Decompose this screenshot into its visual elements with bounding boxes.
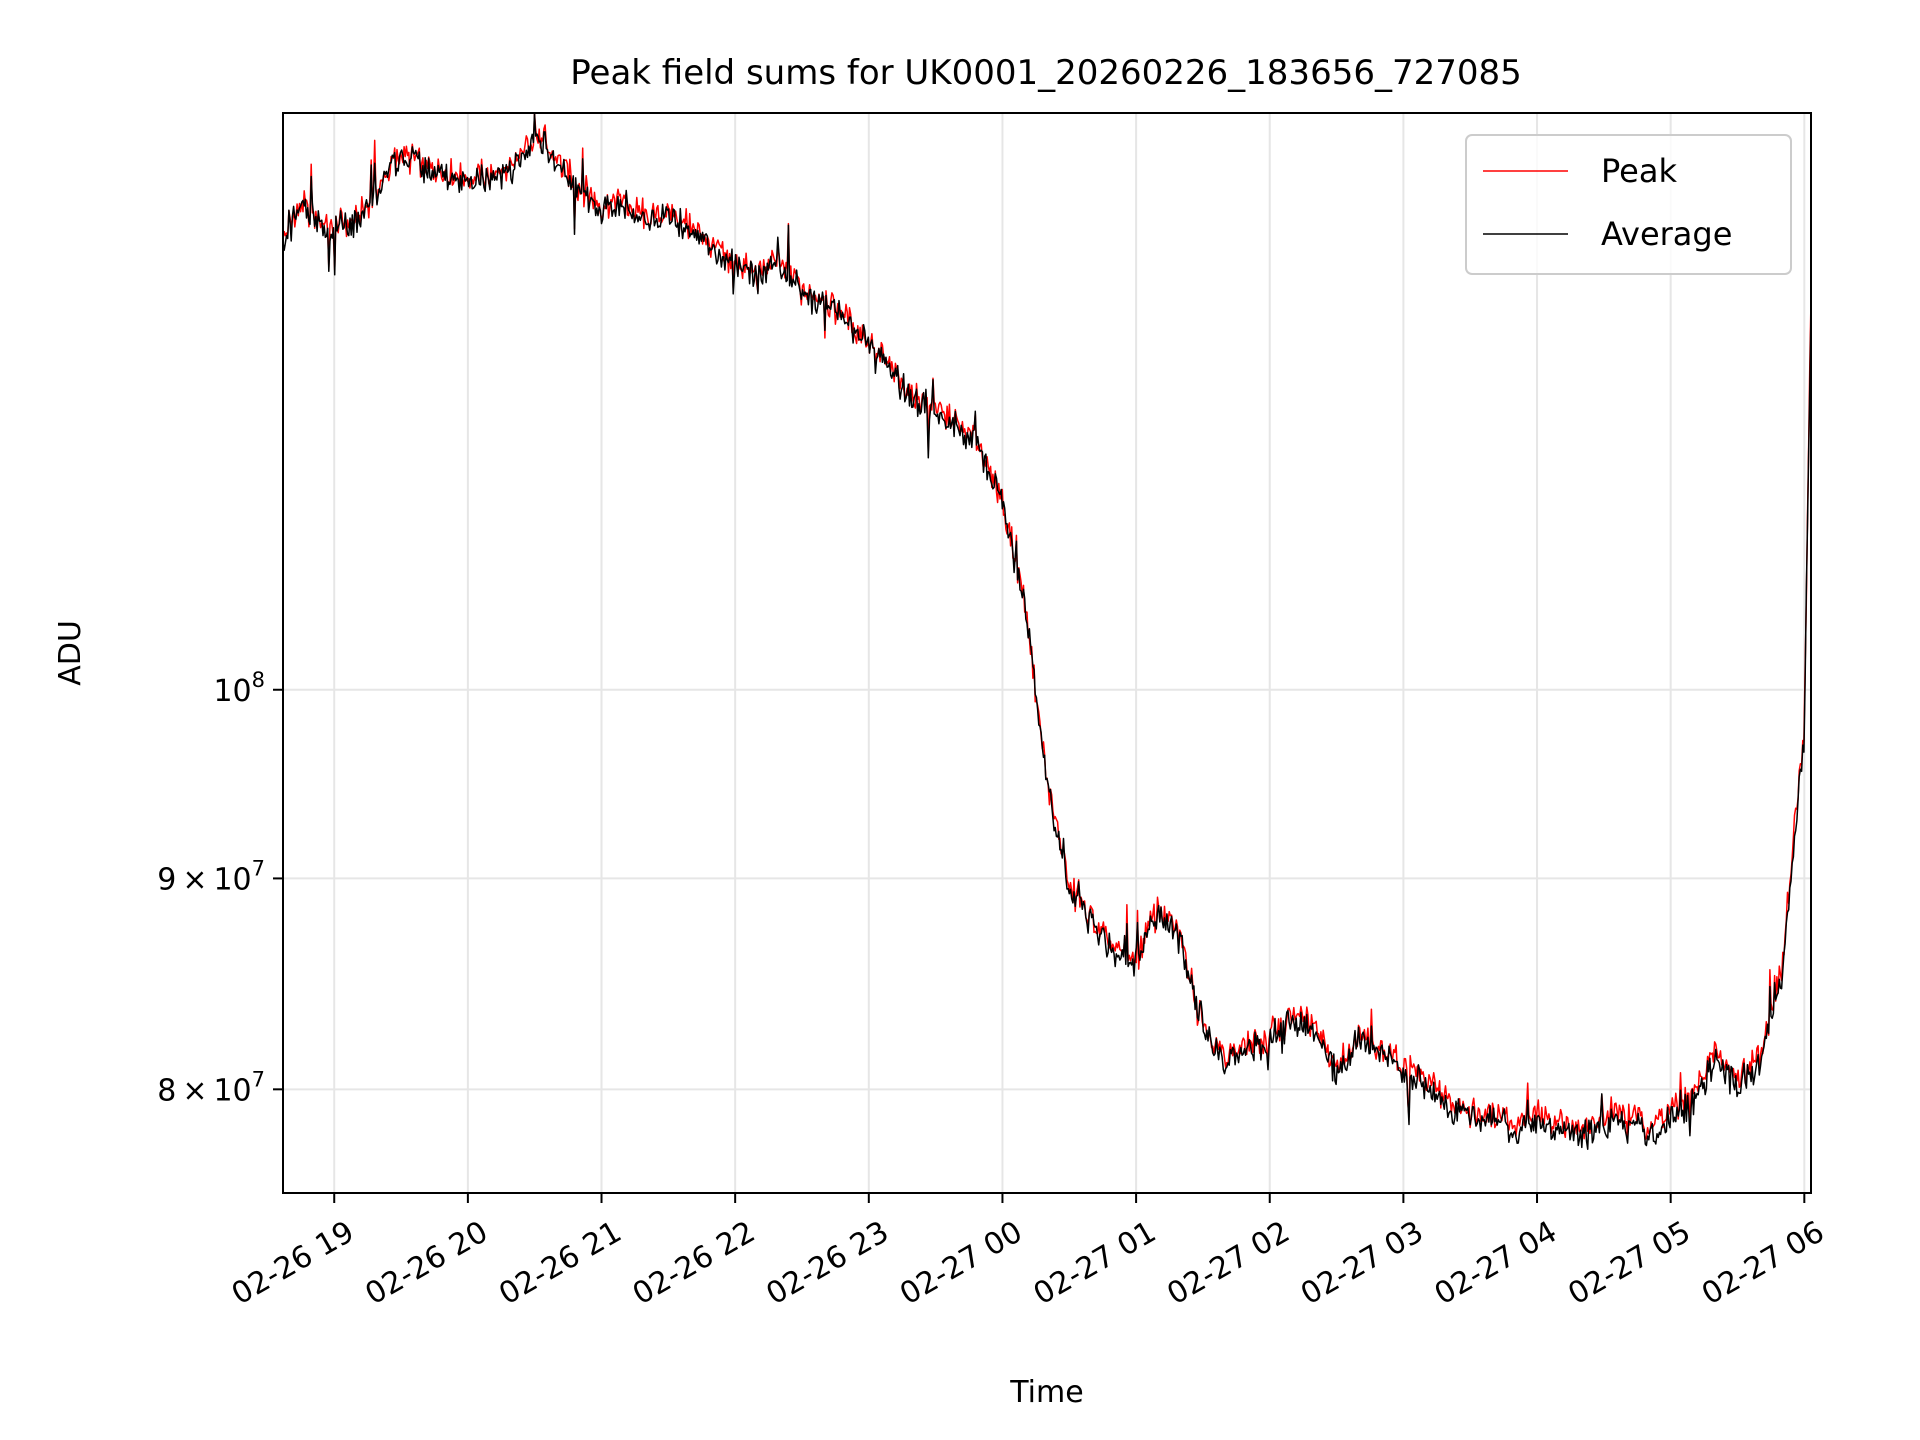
- y-tick-exponent: 7: [252, 856, 265, 880]
- y-tick-exponent: 8: [252, 668, 265, 692]
- legend: Peak Average: [1465, 134, 1792, 275]
- y-tick-mantissa: 10: [213, 674, 251, 709]
- y-tick-label: 9 × 107: [157, 856, 265, 897]
- legend-average-label: Average: [1601, 215, 1732, 253]
- chart-title: Peak field sums for UK0001_20260226_1836…: [570, 53, 1522, 93]
- y-tick-label: 8 × 107: [157, 1067, 265, 1108]
- legend-peak-label: Peak: [1601, 152, 1677, 190]
- legend-box: [1465, 134, 1792, 275]
- series-layer: [282, 112, 1812, 1150]
- grid: [283, 113, 1811, 1193]
- plot-frame: [282, 112, 1812, 1194]
- y-tick-mantissa: 9 × 10: [157, 862, 251, 897]
- series-line-average: [282, 112, 1812, 1150]
- y-tick-label: 108: [213, 668, 265, 709]
- y-tick-mantissa: 8 × 10: [157, 1073, 251, 1108]
- y-tick-exponent: 7: [252, 1067, 265, 1091]
- y-axis-label: ADU: [53, 620, 88, 686]
- x-axis-label: Time: [1009, 1375, 1083, 1410]
